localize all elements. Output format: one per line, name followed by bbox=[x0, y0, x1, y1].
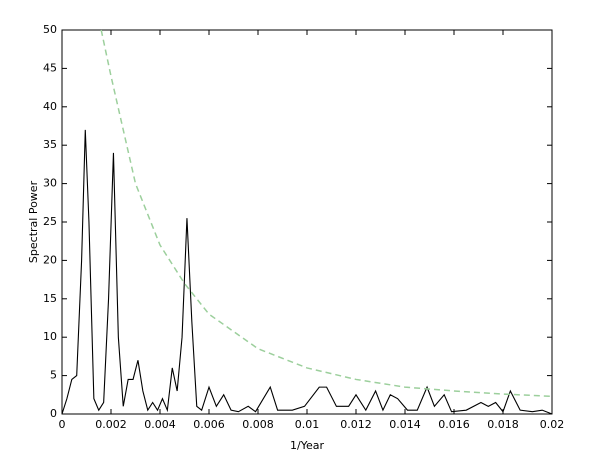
series-line bbox=[61, 129, 553, 415]
y-tick-label: 50 bbox=[43, 23, 57, 36]
plot-frame bbox=[61, 29, 553, 415]
y-tick-label: 45 bbox=[43, 61, 57, 74]
y-tick-label: 0 bbox=[50, 407, 57, 420]
y-tick-label: 5 bbox=[50, 369, 57, 382]
series-line bbox=[100, 29, 553, 398]
x-tick-label: 0.012 bbox=[340, 418, 372, 431]
x-tick-label: 0.008 bbox=[242, 418, 274, 431]
y-tick-label: 35 bbox=[43, 138, 57, 151]
y-tick-label: 30 bbox=[43, 177, 57, 190]
x-tick-label: 0.02 bbox=[540, 418, 565, 431]
x-tick-label: 0.002 bbox=[95, 418, 127, 431]
y-tick-label: 20 bbox=[43, 253, 57, 266]
y-tick-label: 25 bbox=[43, 215, 57, 228]
x-tick-label: 0.016 bbox=[438, 418, 470, 431]
x-tick-label: 0.004 bbox=[144, 418, 176, 431]
x-tick-label: 0 bbox=[59, 418, 66, 431]
x-tick-label: 0.006 bbox=[193, 418, 225, 431]
x-axis-label: 1/Year bbox=[290, 439, 324, 452]
x-tick-label: 0.01 bbox=[295, 418, 320, 431]
x-tick-label: 0.018 bbox=[487, 418, 519, 431]
y-tick-label: 15 bbox=[43, 292, 57, 305]
y-tick-label: 10 bbox=[43, 330, 57, 343]
x-tick-label: 0.014 bbox=[389, 418, 421, 431]
y-tick-label: 40 bbox=[43, 100, 57, 113]
y-axis-label: Spectral Power bbox=[27, 180, 40, 263]
